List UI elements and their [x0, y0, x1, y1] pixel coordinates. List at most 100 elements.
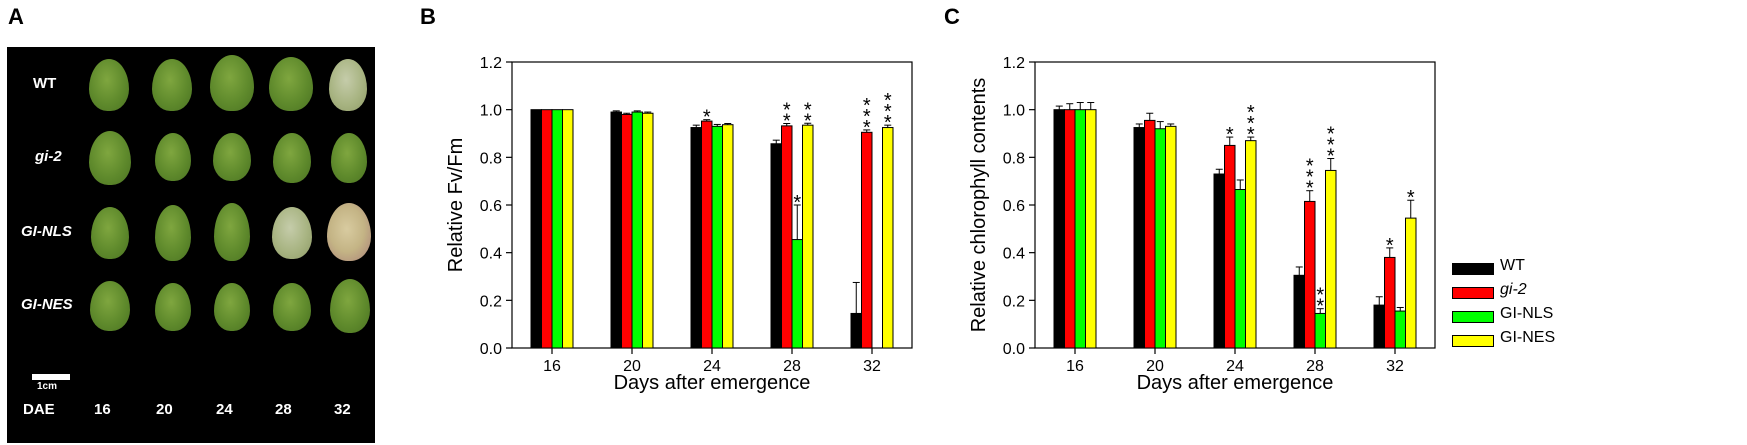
bar-b-gi-2: [621, 113, 633, 349]
bar-c-gi-2: [1224, 144, 1236, 349]
leaf-photo-panel: WT gi-2 GI-NLS GI-NES 1cm DAE 16 20 24 2…: [7, 47, 375, 443]
legend-label-gi2: gi-2: [1500, 281, 1527, 298]
asterisk: *: [1327, 124, 1335, 146]
significance-marker-c: ***: [1327, 124, 1335, 168]
dae-label: DAE: [23, 401, 55, 418]
leaf-gi-nls-16: [91, 207, 129, 259]
asterisk: *: [703, 107, 711, 129]
x-tick-label-c: 16: [1066, 358, 1084, 375]
significance-marker-c: ***: [1247, 102, 1255, 146]
panel-letter-b: B: [420, 4, 436, 29]
significance-marker-b: **: [804, 99, 812, 132]
leaf-gi-nes-24: [214, 283, 250, 331]
asterisk: *: [1306, 178, 1314, 200]
asterisk: *: [1386, 235, 1394, 257]
asterisk: *: [863, 95, 871, 117]
bar-c-gi-nes: [1085, 109, 1097, 349]
leaf-gi-nes-32: [330, 279, 370, 333]
row-label-gi-nls: GI-NLS: [21, 223, 72, 240]
bar-c-gi-2: [1304, 200, 1316, 349]
leaf-gi2-32: [331, 133, 367, 183]
asterisk: *: [1247, 102, 1255, 124]
leaf-wt-24: [210, 55, 254, 111]
bar-b-gi-2: [541, 109, 553, 349]
x-tick-label-c: 20: [1146, 358, 1164, 375]
significance-marker-c: ***: [1306, 156, 1314, 200]
asterisk: *: [884, 112, 892, 134]
significance-marker-b: ***: [863, 95, 871, 139]
y-tick-label-c: 1.2: [1003, 55, 1025, 72]
bar-c-wt: [1053, 109, 1065, 349]
asterisk: *: [1316, 296, 1324, 318]
legend-swatch-gi-nes: [1452, 335, 1494, 347]
bar-c-wt: [1293, 274, 1305, 349]
asterisk: *: [1247, 124, 1255, 146]
leaf-wt-28: [269, 57, 313, 111]
bar-b-gi-2: [781, 125, 793, 349]
x-tick-label-b: 16: [543, 358, 561, 375]
y-tick-label-c: 0.2: [1003, 293, 1025, 310]
x-tick-label-c: 24: [1226, 358, 1244, 375]
row-label-wt: WT: [33, 75, 57, 92]
asterisk: *: [783, 110, 791, 132]
bar-c-gi-2: [1064, 109, 1076, 349]
legend-label-gi-nes: GI-NES: [1500, 329, 1556, 346]
leaf-gi2-28: [273, 133, 311, 183]
bar-c-gi-nes: [1245, 140, 1257, 349]
y-axis-title-b: Relative Fv/Fm: [445, 138, 467, 272]
y-tick-label-b: 1.0: [480, 103, 502, 120]
scale-bar: [32, 374, 70, 380]
bar-c-gi-nls: [1394, 310, 1406, 349]
leaf-gi-nes-20: [155, 283, 191, 331]
y-tick-label-b: 0.6: [480, 198, 502, 215]
significance-marker-c: **: [1316, 285, 1324, 318]
y-tick-label-c: 1.0: [1003, 103, 1025, 120]
dae-day-24: 24: [216, 401, 233, 418]
leaf-gi2-16: [89, 131, 131, 185]
y-tick-label-b: 1.2: [480, 55, 502, 72]
significance-marker-b: *: [703, 107, 711, 129]
bar-b-wt: [770, 143, 782, 349]
asterisk: *: [783, 99, 791, 121]
bar-c-gi-2: [1144, 119, 1156, 349]
leaf-gi-nls-32: [327, 203, 371, 261]
y-axis-title-c: Relative chlorophyll contents: [968, 78, 990, 333]
legend-swatch-wt: [1452, 263, 1494, 275]
asterisk: *: [863, 106, 871, 128]
legend-swatch-gi2: [1452, 287, 1494, 299]
asterisk: *: [793, 192, 801, 214]
asterisk: *: [884, 101, 892, 123]
bar-c-gi-nes: [1405, 217, 1417, 349]
leaf-gi-nes-28: [273, 283, 311, 331]
x-tick-label-b: 24: [703, 358, 721, 375]
panel-letter-c: C: [944, 4, 960, 29]
significance-marker-c: *: [1386, 235, 1394, 257]
asterisk: *: [884, 90, 892, 112]
leaf-gi-nls-20: [155, 205, 191, 261]
row-label-gi2: gi-2: [35, 148, 62, 165]
asterisk: *: [863, 117, 871, 139]
panel-letter-a: A: [8, 4, 24, 29]
legend-label-wt: WT: [1500, 257, 1525, 274]
asterisk: *: [1316, 285, 1324, 307]
significance-marker-c: *: [1226, 124, 1234, 146]
bar-b-gi-nes: [562, 109, 574, 349]
dae-day-28: 28: [275, 401, 292, 418]
bar-b-gi-2: [861, 131, 873, 349]
x-tick-label-c: 32: [1386, 358, 1404, 375]
bar-c-wt: [1213, 173, 1225, 349]
legend-label-gi-nls: GI-NLS: [1500, 305, 1554, 322]
bar-b-gi-nls: [791, 239, 803, 349]
leaf-wt-20: [152, 59, 192, 111]
bar-c-gi-nls: [1234, 189, 1246, 349]
significance-marker-b: **: [783, 99, 791, 132]
leaf-gi-nes-16: [90, 281, 130, 331]
bar-b-gi-nes: [642, 112, 654, 349]
dae-day-32: 32: [334, 401, 351, 418]
bar-b-gi-nes: [802, 124, 814, 349]
bar-c-gi-nls: [1154, 128, 1166, 349]
bar-b-wt: [850, 312, 862, 349]
bar-b-wt: [530, 109, 542, 349]
bar-b-gi-nls: [551, 109, 563, 349]
